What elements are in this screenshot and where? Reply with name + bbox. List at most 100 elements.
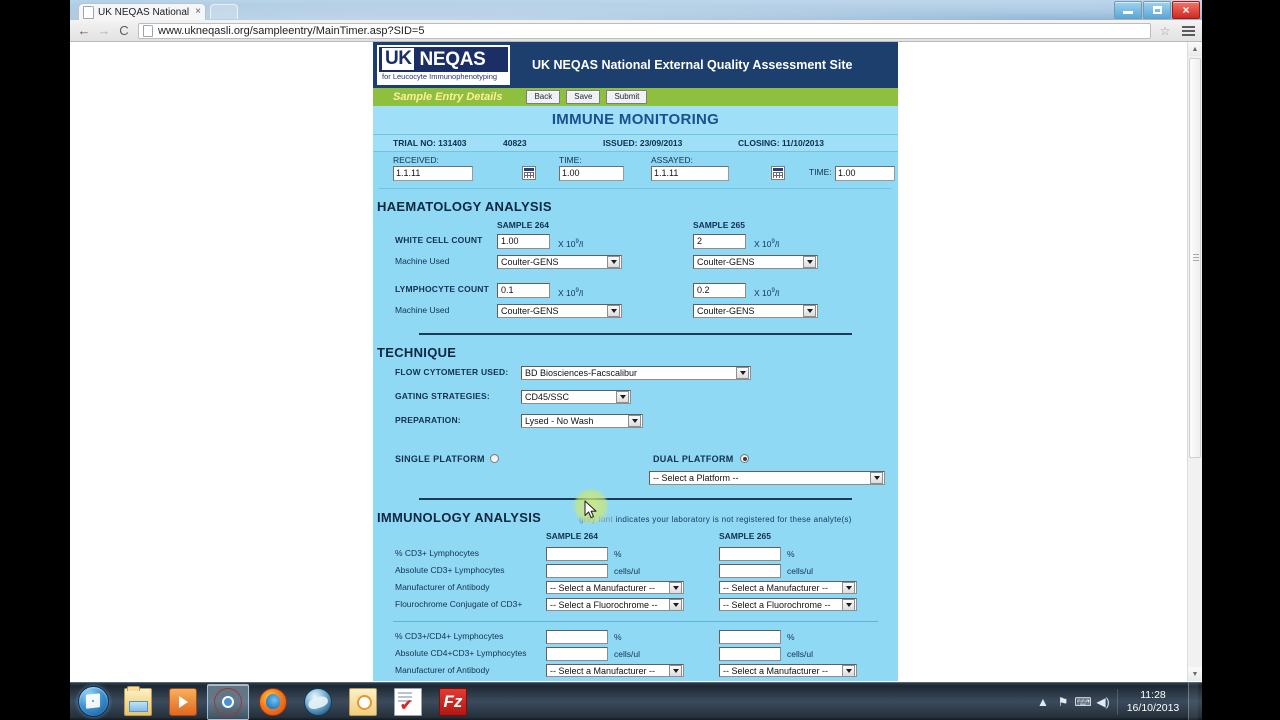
lymph-sample264-input[interactable]: 0.1	[497, 283, 550, 298]
forward-icon[interactable]: →	[97, 23, 111, 38]
pct-cd3-unit-1: %	[614, 549, 622, 559]
submit-button[interactable]: Submit	[606, 90, 648, 104]
back-button[interactable]: Back	[526, 90, 561, 104]
browser-tab[interactable]: UK NEQAS National ×	[78, 3, 206, 20]
pct-cd3-label: % CD3+ Lymphocytes	[395, 548, 480, 558]
platform-select-value: -- Select a Platform --	[653, 473, 739, 483]
taskbar-item-media-player[interactable]	[162, 684, 204, 720]
wcc-machine-265-select[interactable]: Coulter-GENS	[693, 255, 818, 269]
wcc-machine-264-select[interactable]: Coulter-GENS	[497, 255, 622, 269]
immunology-group-divider	[393, 621, 878, 622]
wcc-sample265-input[interactable]: 2	[693, 234, 746, 249]
scroll-up-icon[interactable]: ▲	[1188, 42, 1202, 56]
received-date-input[interactable]: 1.1.11	[393, 166, 473, 181]
pct-cd3-265-input[interactable]	[719, 547, 781, 561]
reload-icon[interactable]: C	[119, 23, 129, 38]
lymph-machine-264-select[interactable]: Coulter-GENS	[497, 304, 622, 318]
lymph-sample265-input[interactable]: 0.2	[693, 283, 746, 298]
haem-col-sample264: SAMPLE 264	[497, 220, 549, 230]
wcc-unit-1: X 109/l	[558, 238, 584, 249]
bookmark-star-icon[interactable]: ☆	[1159, 23, 1171, 38]
chevron-down-icon[interactable]	[842, 581, 855, 594]
taskbar-item-mozilla-firefox[interactable]	[252, 684, 294, 720]
chevron-down-icon[interactable]	[803, 305, 816, 317]
single-platform-radio[interactable]	[490, 454, 499, 463]
received-calendar-icon[interactable]	[522, 166, 536, 180]
assayed-date-input[interactable]: 1.1.11	[651, 166, 729, 181]
abs-cd4-cd3-264-input[interactable]	[546, 647, 608, 661]
back-icon[interactable]: ←	[77, 23, 91, 38]
chevron-down-icon[interactable]	[870, 472, 883, 484]
trial-closing-date: CLOSING: 11/10/2013	[738, 138, 824, 148]
cd3-manufacturer-264-select[interactable]: -- Select a Manufacturer --	[546, 581, 684, 594]
cd3-fluorochrome-label: Flourochrome Conjugate of CD3+	[395, 599, 523, 609]
pct-cd3-cd4-265-input[interactable]	[719, 630, 781, 644]
gating-strategies-row: GATING STRATEGIES: CD45/SSC	[373, 390, 898, 414]
taskbar-clock[interactable]: 11:28 16/10/2013	[1117, 688, 1184, 715]
abs-cd3-265-input[interactable]	[719, 564, 781, 578]
taskbar-item-google-earth[interactable]	[297, 684, 339, 720]
address-bar[interactable]: www.ukneqasli.org/sampleentry/MainTimer.…	[138, 22, 1151, 39]
cd3-manufacturer-265-select[interactable]: -- Select a Manufacturer --	[719, 581, 857, 594]
abs-cd3-unit-2: cells/ul	[787, 566, 813, 576]
volume-icon[interactable]: ◀)	[1096, 694, 1110, 709]
preparation-select[interactable]: Lysed - No Wash	[521, 414, 643, 428]
dual-platform-radio[interactable]	[740, 454, 749, 463]
maximize-restore-button[interactable]	[1143, 1, 1171, 19]
pct-cd3-264-input[interactable]	[546, 547, 608, 561]
new-tab-button[interactable]	[210, 4, 238, 19]
page-scrollbar[interactable]: ▲ ▼	[1187, 42, 1202, 681]
cd3-fluorochrome-264-select[interactable]: -- Select a Fluorochrome --	[546, 598, 684, 611]
chevron-down-icon[interactable]	[842, 664, 855, 677]
pct-cd3-cd4-264-input[interactable]	[546, 630, 608, 644]
taskbar-item-microsoft-outlook[interactable]	[342, 684, 384, 720]
chrome-browser-window: UK NEQAS National × × ← → C www.ukneqasl…	[70, 0, 1202, 682]
cd3-fluorochrome-265-select[interactable]: -- Select a Fluorochrome --	[719, 598, 857, 611]
taskbar-item-file-explorer[interactable]	[117, 684, 159, 720]
abs-cd3-264-input[interactable]	[546, 564, 608, 578]
assayed-time-input[interactable]: 1.00	[835, 166, 895, 181]
lymph-machine-265-value: Coulter-GENS	[697, 306, 755, 316]
chevron-down-icon[interactable]	[616, 391, 629, 403]
cd3-fluorochrome-264-value: -- Select a Fluorochrome --	[550, 599, 658, 610]
cd4-manufacturer-265-select[interactable]: -- Select a Manufacturer --	[719, 664, 857, 677]
chevron-down-icon[interactable]	[669, 664, 682, 677]
taskbar-item-filezilla[interactable]: Fz	[432, 684, 474, 720]
cd4-manufacturer-264-select[interactable]: -- Select a Manufacturer --	[546, 664, 684, 677]
chevron-down-icon[interactable]	[842, 598, 855, 611]
scroll-down-icon[interactable]: ▼	[1188, 667, 1202, 681]
assayed-calendar-icon[interactable]	[771, 166, 785, 180]
abs-cd4-cd3-265-input[interactable]	[719, 647, 781, 661]
minimize-button[interactable]	[1114, 1, 1142, 19]
save-button[interactable]: Save	[566, 90, 601, 104]
taskbar-item-document-app[interactable]	[387, 684, 429, 720]
chevron-down-icon[interactable]	[736, 367, 749, 379]
chevron-down-icon[interactable]	[607, 256, 620, 268]
chevron-down-icon[interactable]	[803, 256, 816, 268]
action-center-icon[interactable]: ⌨	[1074, 694, 1092, 709]
chevron-down-icon[interactable]	[669, 581, 682, 594]
chrome-menu-icon[interactable]	[1178, 21, 1198, 41]
network-icon[interactable]: ⚑	[1057, 694, 1069, 709]
received-time-input[interactable]: 1.00	[559, 166, 624, 181]
scrollbar-thumb[interactable]	[1189, 58, 1201, 458]
taskbar-item-google-chrome[interactable]	[207, 683, 249, 720]
neqas-page: UK NEQAS for Leucocyte Immunophenotyping…	[373, 42, 898, 681]
wcc-sample264-input[interactable]: 1.00	[497, 234, 550, 249]
gating-strategies-select[interactable]: CD45/SSC	[521, 390, 631, 404]
lymph-machine-265-select[interactable]: Coulter-GENS	[693, 304, 818, 318]
show-hidden-icons-icon[interactable]: ▲	[1037, 694, 1049, 709]
folder-icon	[124, 685, 152, 716]
hamburger-icon	[1181, 25, 1195, 36]
start-orb-button[interactable]	[72, 685, 114, 719]
platform-select[interactable]: -- Select a Platform --	[649, 471, 885, 485]
flow-cytometer-select[interactable]: BD Biosciences-Facscalibur	[521, 366, 751, 380]
chevron-down-icon[interactable]	[669, 598, 682, 611]
chevron-down-icon[interactable]	[607, 305, 620, 317]
cd4-manufacturer-row: Manufacturer of Antibody -- Select a Man…	[373, 664, 898, 681]
close-window-button[interactable]: ×	[1172, 1, 1200, 19]
close-tab-icon[interactable]: ×	[195, 6, 201, 17]
page-favicon	[83, 5, 94, 19]
show-desktop-button[interactable]	[1188, 682, 1198, 720]
chevron-down-icon[interactable]	[628, 415, 641, 427]
